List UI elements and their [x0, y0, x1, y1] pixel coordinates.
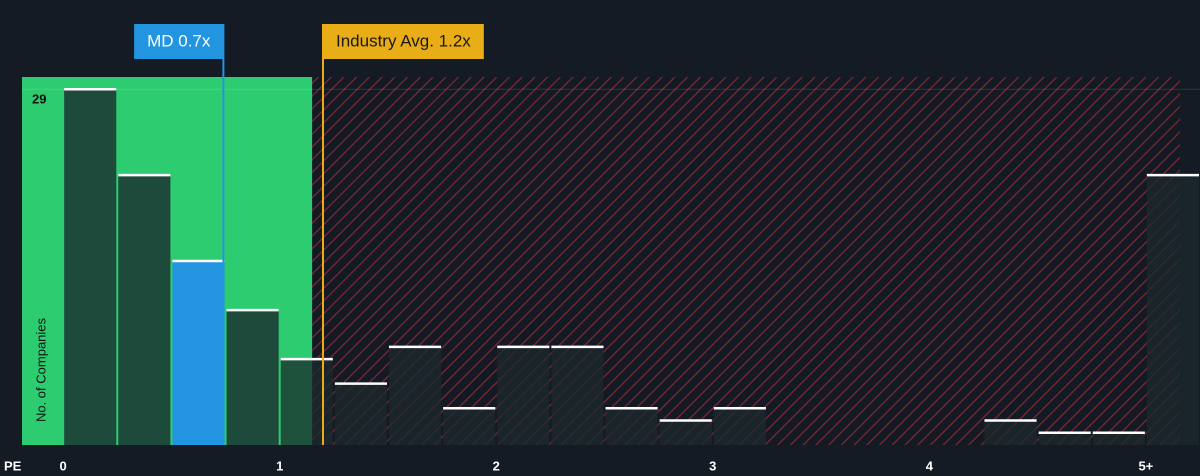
x-tick-label: 1 [276, 458, 283, 473]
annotation-box [322, 24, 484, 59]
bar [984, 420, 1037, 445]
y-axis-label: No. of Companies [33, 317, 48, 422]
bar [172, 261, 225, 445]
annotation-label: Industry Avg. 1.2x [336, 31, 471, 50]
bad-range-shade [312, 77, 1180, 445]
bar [64, 89, 117, 446]
bar [605, 408, 658, 445]
bar [659, 420, 712, 445]
bar [1092, 432, 1145, 445]
x-tick-label: 0 [60, 458, 67, 473]
bar [1146, 175, 1199, 445]
bar [713, 408, 766, 445]
bar [226, 310, 279, 445]
bar [118, 175, 171, 445]
annotation-box [134, 24, 224, 59]
bad-range [312, 77, 1180, 445]
bar [551, 346, 604, 445]
bar [1038, 432, 1091, 445]
bar [280, 359, 333, 445]
x-axis-label: PE [4, 458, 22, 473]
x-tick-label: 4 [926, 458, 934, 473]
x-tick-label: 3 [709, 458, 716, 473]
y-tick-label: 29 [32, 92, 46, 107]
x-tick-label: 2 [493, 458, 500, 473]
bar [443, 408, 496, 445]
annotation-label: MD 0.7x [147, 31, 211, 50]
x-tick-label: 5+ [1138, 458, 1153, 473]
bar [334, 383, 387, 445]
bar [388, 346, 442, 445]
bar [497, 346, 550, 445]
